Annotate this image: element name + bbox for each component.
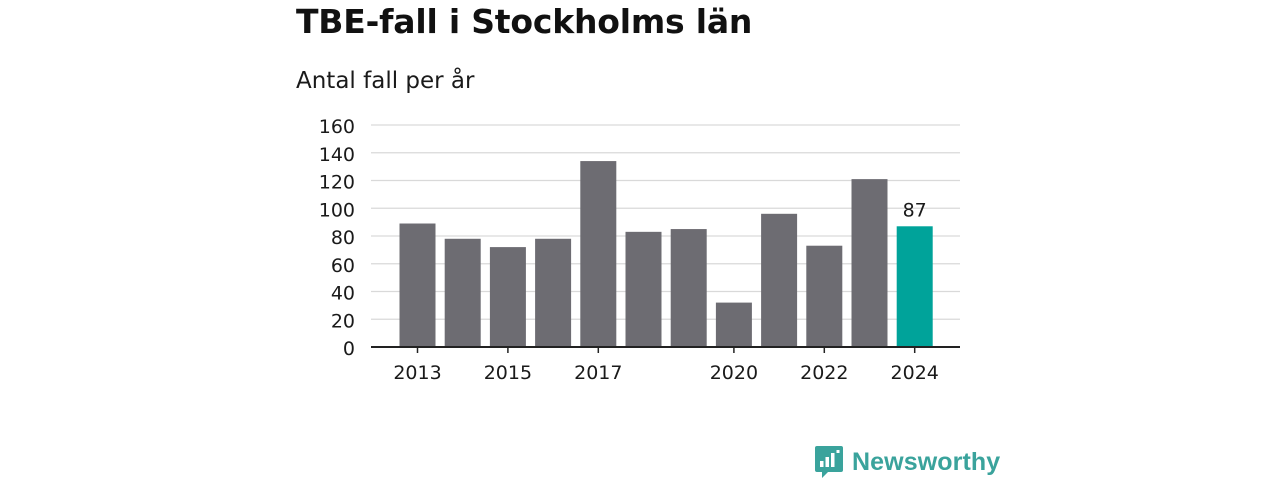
y-tick-label: 100 — [319, 199, 355, 221]
bar-2023 — [851, 179, 888, 347]
y-tick-label: 120 — [319, 172, 355, 194]
bars — [399, 161, 933, 347]
y-tick-label: 160 — [319, 116, 355, 138]
bar-2019 — [670, 229, 707, 347]
bar-2013 — [399, 223, 436, 347]
x-tick-label: 2015 — [484, 362, 532, 384]
labels: 0 20 40 60 80 100 120 140 160 87 2013 2015 2017 2020 2… — [319, 116, 939, 384]
bar-2024 — [896, 226, 933, 347]
bar-2016 — [535, 238, 572, 347]
data-label: 87 — [903, 199, 927, 221]
bar-2022 — [806, 245, 843, 347]
chart-subtitle: Antal fall per år — [296, 68, 475, 94]
y-tick-label: 80 — [331, 227, 355, 249]
bar-2020 — [715, 302, 752, 347]
y-tick-label: 60 — [331, 255, 355, 277]
bar-2017 — [580, 161, 617, 347]
brand-logo: Newsworthy — [814, 445, 1000, 479]
chart-title: TBE-fall i Stockholms län — [296, 2, 753, 41]
newsworthy-logo-icon — [815, 446, 843, 478]
y-tick-label: 0 — [343, 338, 355, 360]
y-tick-label: 140 — [319, 144, 355, 166]
bar-2015 — [489, 247, 526, 347]
bar-2021 — [761, 213, 798, 347]
y-tick-label: 20 — [331, 310, 355, 332]
x-tick-label: 2020 — [710, 362, 758, 384]
x-tick-label: 2013 — [393, 362, 441, 384]
x-tick-label: 2017 — [574, 362, 622, 384]
brand-name: Newsworthy — [852, 447, 1001, 476]
x-tick-label: 2024 — [891, 362, 939, 384]
x-tick-label: 2022 — [800, 362, 848, 384]
bar-2018 — [625, 231, 662, 347]
axes — [371, 346, 960, 353]
y-tick-label: 40 — [331, 283, 355, 305]
bar-2014 — [444, 238, 481, 347]
